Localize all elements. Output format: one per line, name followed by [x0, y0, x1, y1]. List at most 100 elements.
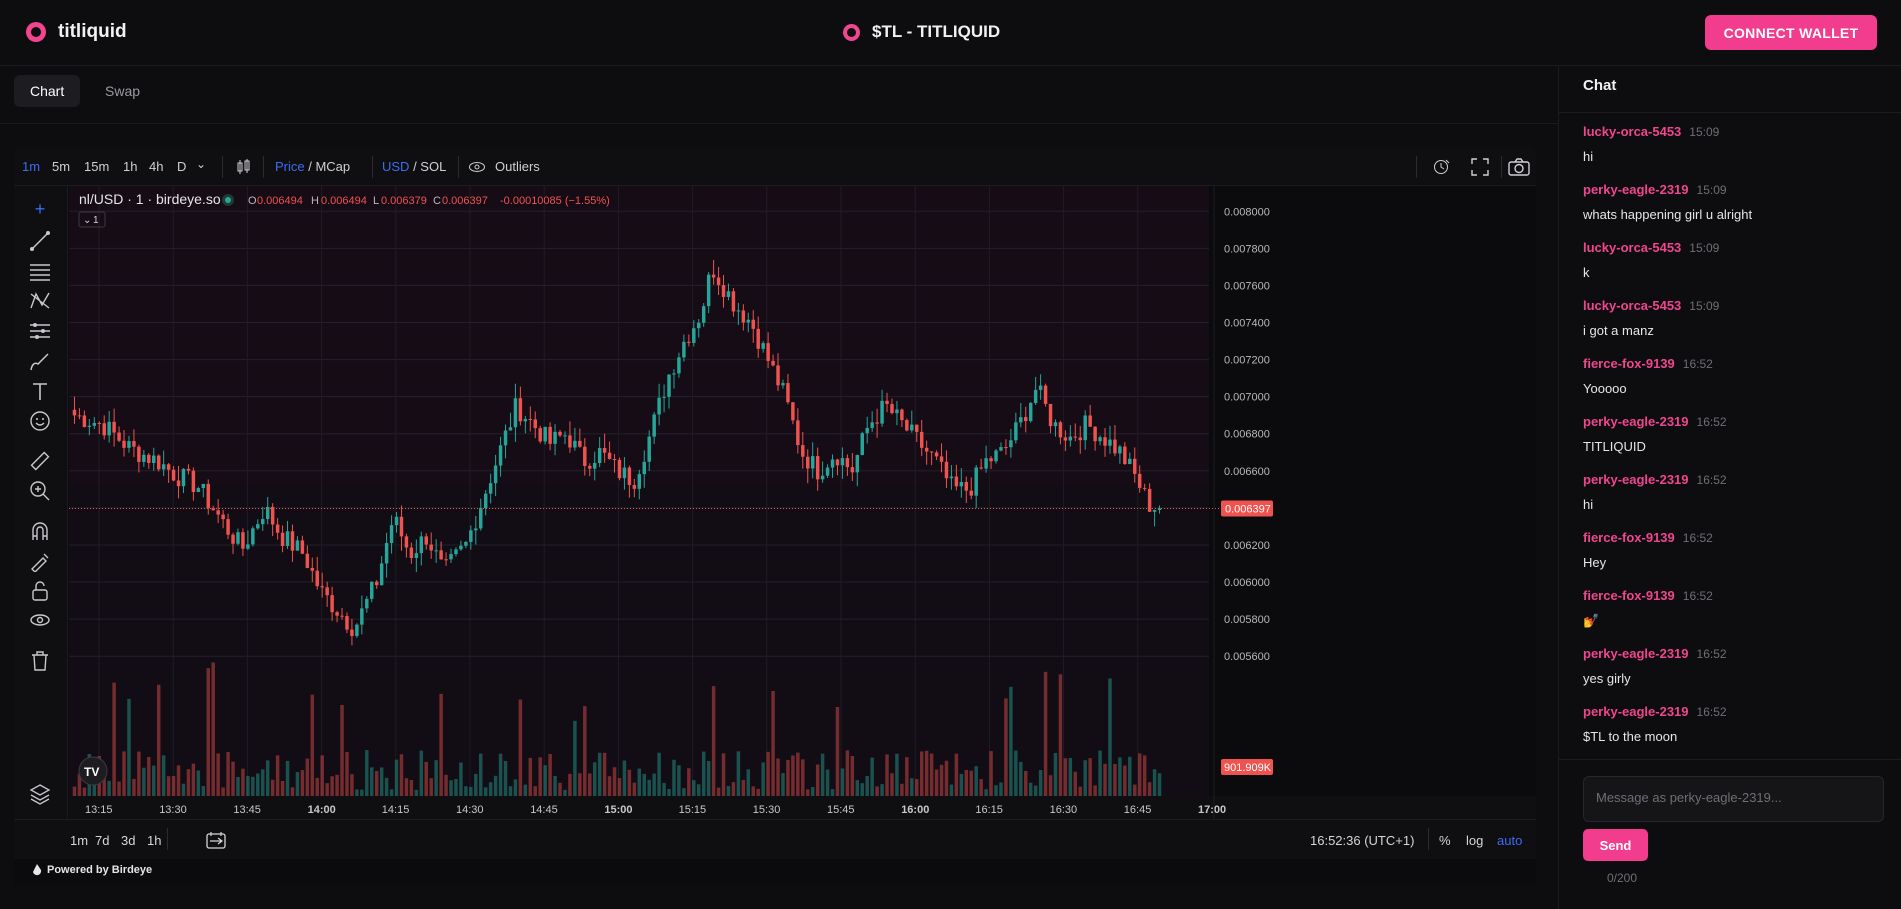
interval-d[interactable]: D: [177, 159, 187, 174]
range-7d[interactable]: 7d: [95, 833, 110, 848]
volume-bar: [731, 782, 736, 796]
candle-body: [206, 483, 210, 509]
volume-label: 901.909K: [1224, 762, 1272, 774]
candle-body: [583, 446, 587, 467]
alert-icon[interactable]: [1432, 157, 1452, 177]
candle-body: [781, 383, 785, 386]
indicator-toggle[interactable]: [78, 211, 106, 228]
outliers-toggle[interactable]: Outliers: [495, 159, 540, 174]
chat-username[interactable]: lucky-orca-5453: [1583, 298, 1682, 313]
trash-icon[interactable]: [27, 648, 53, 674]
volume-bar: [588, 773, 592, 796]
brush-icon[interactable]: [27, 348, 53, 374]
interval-1m[interactable]: 1m: [22, 159, 41, 174]
volume-bar: [513, 779, 518, 796]
lock-drawing-icon[interactable]: [27, 548, 53, 574]
chat-username[interactable]: perky-eagle-2319: [1583, 646, 1689, 661]
candle-body: [984, 458, 988, 469]
auto-toggle[interactable]: auto: [1497, 833, 1523, 848]
eye-icon[interactable]: [468, 160, 486, 174]
ruler-icon[interactable]: [27, 448, 53, 474]
price-axis-label: 0.008000: [1224, 206, 1270, 218]
unlock-icon[interactable]: [27, 578, 53, 604]
price-mcap-toggle[interactable]: Price / MCap: [275, 159, 351, 174]
mcap-option[interactable]: MCap: [315, 159, 351, 174]
percent-toggle[interactable]: %: [1439, 833, 1451, 848]
visibility-icon[interactable]: [27, 608, 53, 634]
brand[interactable]: titliquid: [26, 21, 127, 43]
chat-username[interactable]: fierce-fox-9139: [1583, 530, 1675, 545]
prediction-icon[interactable]: [27, 318, 53, 344]
view-tabs: Chart Swap: [0, 67, 1558, 124]
chat-message-input[interactable]: Message as perky-eagle-2319...: [1583, 776, 1884, 822]
price-option[interactable]: Price: [275, 159, 305, 174]
tab-swap[interactable]: Swap: [105, 83, 141, 99]
candle-body: [692, 328, 696, 343]
price-plot[interactable]: 0.008000 0.007800 0.007600 0.007400 0.007200…: [69, 186, 1536, 819]
volume-bar: [122, 751, 126, 796]
tradingview-logo-icon[interactable]: [78, 756, 108, 786]
volume-bar: [989, 751, 993, 796]
range-1h[interactable]: 1h: [147, 833, 162, 848]
volume-bar: [394, 759, 399, 796]
volume-bar: [929, 753, 934, 796]
magnet-icon[interactable]: [27, 518, 53, 544]
send-button[interactable]: Send: [1583, 829, 1648, 861]
chat-messages[interactable]: lucky-orca-5453 15:09 hi perky-eagle-2319 15…: [1559, 112, 1901, 760]
clock[interactable]: 16:52:36 (UTC+1): [1310, 833, 1415, 848]
interval-chevron-down-icon[interactable]: ⌄: [196, 157, 207, 171]
usd-option[interactable]: USD: [382, 159, 410, 174]
camera-icon[interactable]: [1508, 158, 1530, 176]
volume-bar: [315, 777, 319, 796]
date-range-icon[interactable]: [206, 831, 226, 849]
range-1m[interactable]: 1m: [70, 833, 89, 848]
chat-username[interactable]: perky-eagle-2319: [1583, 704, 1689, 719]
chat-username[interactable]: lucky-orca-5453: [1583, 124, 1682, 139]
candle-body: [92, 423, 97, 426]
chat-username[interactable]: fierce-fox-9139: [1583, 356, 1675, 371]
candles-icon[interactable]: [234, 158, 252, 176]
zoom-in-icon[interactable]: [27, 478, 53, 504]
emoji-icon[interactable]: [27, 408, 53, 434]
interval-4h[interactable]: 4h: [149, 159, 164, 174]
candle-body: [701, 306, 706, 323]
powered-by[interactable]: Powered by Birdeye: [32, 864, 152, 876]
candle-body: [518, 398, 523, 422]
interval-1h[interactable]: 1h: [123, 159, 138, 174]
chat-username[interactable]: perky-eagle-2319: [1583, 182, 1689, 197]
text-icon[interactable]: [27, 378, 53, 404]
time-axis-label: 15:45: [827, 804, 855, 816]
volume-bar: [954, 753, 959, 796]
crosshair-icon[interactable]: +: [34, 198, 46, 219]
interval-5m[interactable]: 5m: [52, 159, 71, 174]
volume-bar: [275, 755, 280, 796]
powered-by-text: Powered by Birdeye: [47, 864, 153, 876]
layers-icon[interactable]: [27, 781, 53, 807]
chat-username[interactable]: perky-eagle-2319: [1583, 472, 1689, 487]
brand-name: titliquid: [58, 21, 127, 42]
time-axis-label: 16:00: [901, 804, 929, 816]
horizontal-lines-icon[interactable]: [27, 258, 53, 284]
interval-15m[interactable]: 15m: [84, 159, 110, 174]
volume-bar: [384, 777, 389, 796]
volume-bar: [261, 769, 265, 796]
volume-bar: [166, 776, 171, 796]
fullscreen-icon[interactable]: [1471, 158, 1489, 176]
currency-toggle[interactable]: USD / SOL: [382, 159, 447, 174]
trend-line-icon[interactable]: [27, 228, 53, 254]
tab-chart[interactable]: Chart: [14, 75, 81, 107]
connect-wallet-button[interactable]: CONNECT WALLET: [1705, 15, 1877, 50]
range-3d[interactable]: 3d: [121, 833, 136, 848]
chat-username[interactable]: lucky-orca-5453: [1583, 240, 1682, 255]
volume-bar: [692, 780, 696, 796]
volume-bar: [880, 784, 884, 796]
pattern-icon[interactable]: [27, 288, 53, 314]
log-toggle[interactable]: log: [1466, 833, 1484, 848]
sol-option[interactable]: SOL: [420, 159, 447, 174]
candlestick-chart[interactable]: 0.008000 0.007800 0.007600 0.007400 0.007200…: [69, 186, 1536, 819]
volume-bar: [622, 760, 627, 796]
chat-username[interactable]: fierce-fox-9139: [1583, 588, 1675, 603]
volume-bar: [964, 769, 969, 796]
candle-body: [563, 435, 567, 437]
chat-username[interactable]: perky-eagle-2319: [1583, 414, 1689, 429]
